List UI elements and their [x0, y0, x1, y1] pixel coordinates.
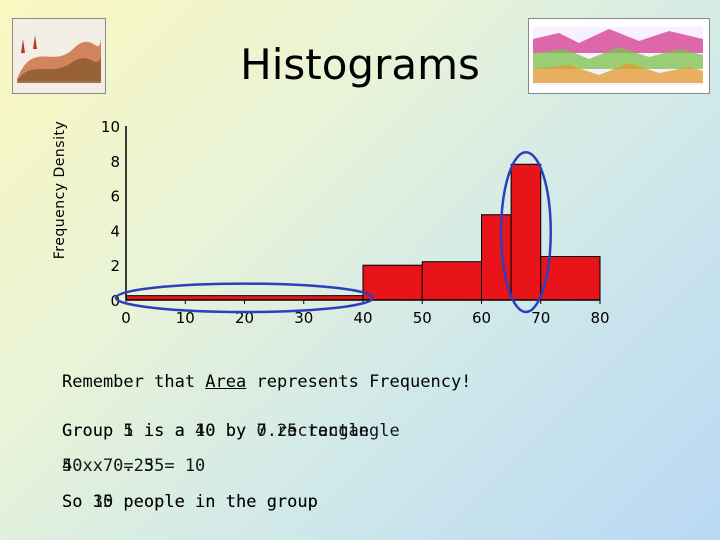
x-tick-label-10: 10 [176, 309, 195, 327]
thumbnail-left-image [12, 18, 106, 94]
highlight-ellipse-bar-1 [114, 282, 375, 314]
x-tick-label-30: 30 [294, 309, 313, 327]
x-tick-label-20: 20 [235, 309, 254, 327]
area-calculation-a: 40 x 0.25 = 10 [62, 456, 206, 476]
y-tick-label-6: 6 [110, 188, 120, 206]
y-tick-label-2: 2 [110, 257, 120, 275]
area-calculation-b: 5 x 7 = 35 [62, 456, 165, 476]
x-tick-label-40: 40 [353, 309, 372, 327]
y-tick-label-0: 0 [110, 292, 120, 310]
y-tick-label-8: 8 [110, 153, 120, 171]
y-tick-label-4: 4 [110, 222, 120, 240]
x-tick-label-60: 60 [472, 309, 491, 327]
x-tick-label-0: 0 [121, 309, 131, 327]
x-tick-label-50: 50 [413, 309, 432, 327]
remember-note: Remember that Area represents Frequency! [62, 372, 472, 392]
thumbnail-right-image [528, 18, 710, 94]
slide-title: Histograms [240, 40, 480, 89]
histogram-bar-2 [362, 264, 423, 301]
histogram-bar-5 [510, 163, 542, 301]
histogram-bar-4 [481, 214, 512, 301]
highlight-ellipse-bar-5 [499, 151, 552, 314]
group-description-b: Group 1 is a 10 by 7 rectangle [62, 421, 370, 441]
people-count-a: So 10 people in the group [62, 492, 318, 512]
histogram-bar-3 [421, 261, 482, 301]
histogram-chart: 0 2 4 6 8 10 0 10 20 30 40 50 60 70 80 [101, 118, 610, 327]
area-emphasis: Area [205, 372, 247, 392]
group-description-a: Group 5 is a 40 by 0.25 rectangle [62, 421, 400, 441]
histogram-bar-6 [540, 256, 601, 301]
y-tick-label-10: 10 [101, 118, 120, 136]
people-count-b: So 35 people in the group [62, 492, 318, 512]
x-tick-label-80: 80 [590, 309, 609, 327]
x-tick-label-70: 70 [531, 309, 550, 327]
